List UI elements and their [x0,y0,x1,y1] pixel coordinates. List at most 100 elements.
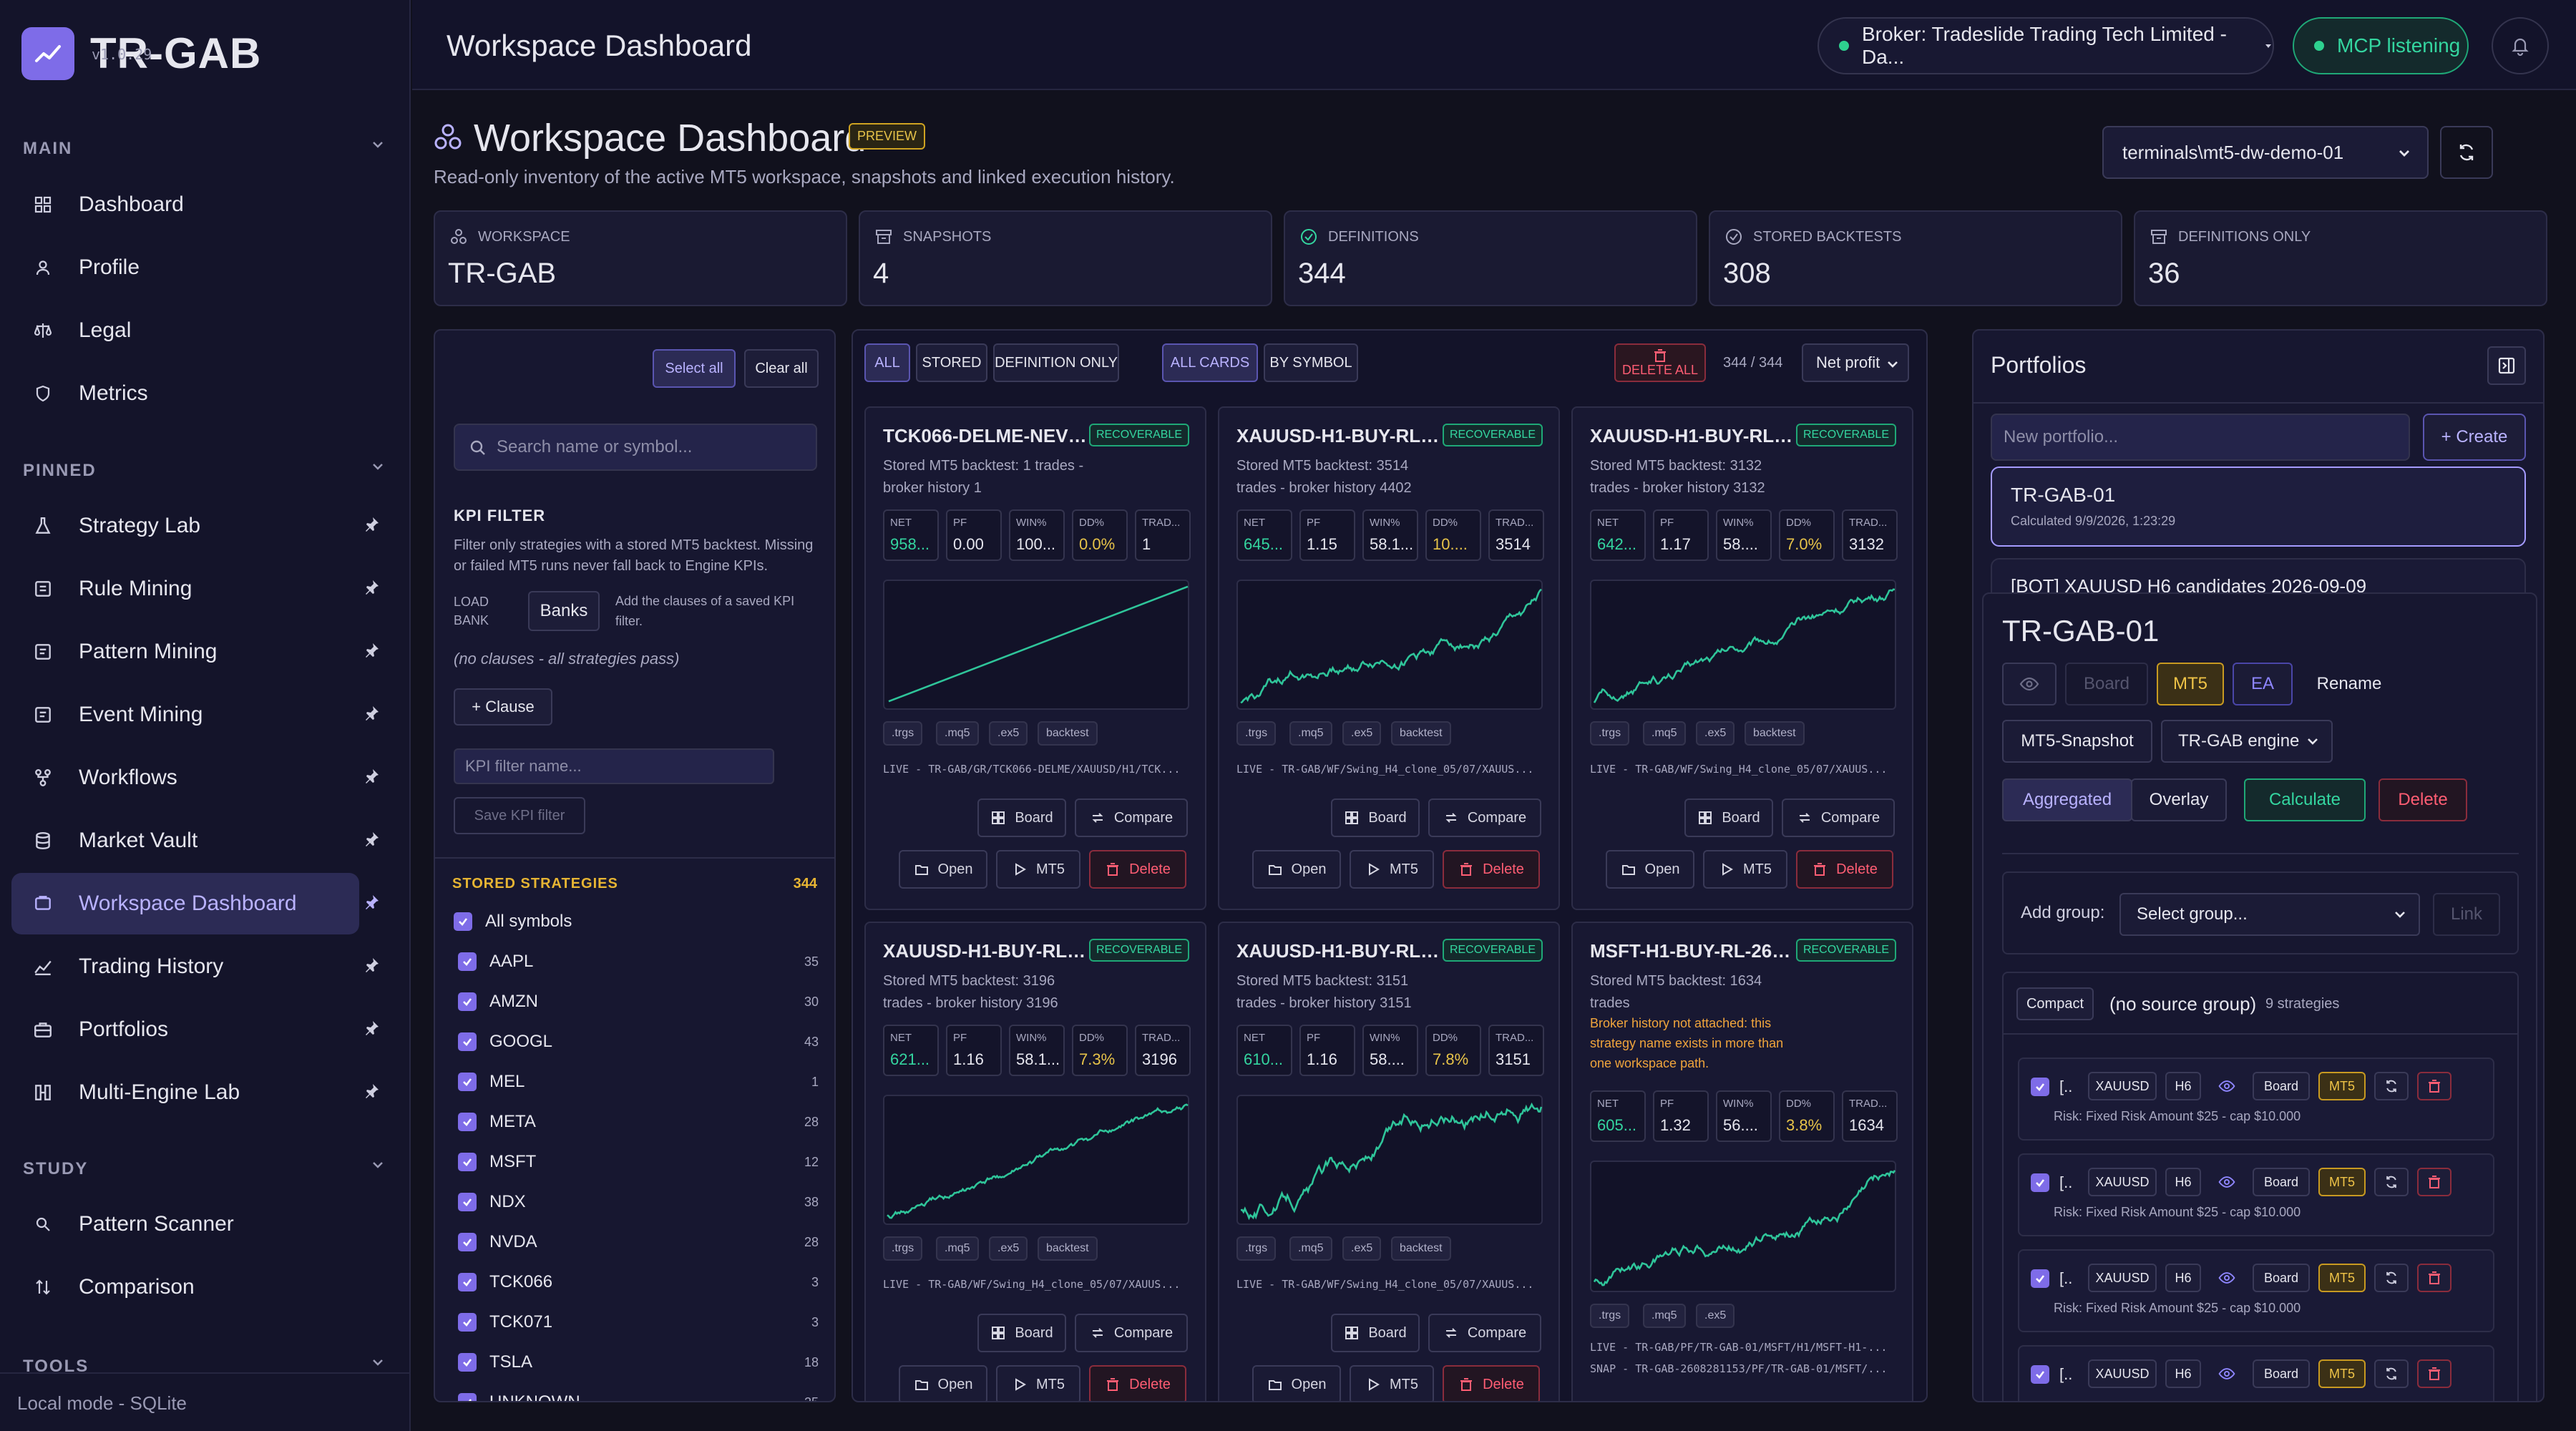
all-symbols-checkbox[interactable]: All symbols [454,907,821,936]
eye-icon[interactable] [2210,1359,2244,1388]
save-kpi-filter-button[interactable]: Save KPI filter [454,797,585,834]
board-button[interactable]: Board [2253,1359,2310,1388]
select-all-button[interactable]: Select all [653,349,736,388]
refresh-icon[interactable] [2374,1168,2409,1196]
compare-button[interactable]: Compare [1428,1314,1541,1352]
trash-icon[interactable] [2417,1359,2451,1388]
nav-item-profile[interactable]: Profile [11,237,359,298]
board-button[interactable]: Board [1684,798,1773,837]
pin-icon[interactable] [362,578,381,597]
board-button[interactable]: Board [1331,1314,1420,1352]
board-button[interactable]: Board [2065,663,2148,705]
open-button[interactable]: Open [899,1365,987,1401]
trash-icon[interactable] [2417,1264,2451,1292]
checkbox-checked-icon[interactable] [2031,1269,2049,1288]
collapse-panel-button[interactable] [2487,346,2526,385]
ea-button[interactable]: EA [2233,663,2293,705]
refresh-button[interactable] [2440,126,2493,179]
mt5-run-button[interactable]: MT5 [996,1365,1080,1401]
board-button[interactable]: Board [2253,1168,2310,1196]
nav-item-portfolios[interactable]: Portfolios [11,999,379,1060]
strategy-card[interactable]: XAUUSD-H1-BUY-RL-2... RECOVERABLE Stored M… [1571,406,1913,910]
delete-strategy-button[interactable]: Delete [1089,850,1186,889]
symbol-checkbox-tck071[interactable]: TCK071 3 [458,1308,819,1337]
delete-strategy-button[interactable]: Delete [1443,850,1540,889]
nav-item-market-vault[interactable]: Market Vault [11,810,379,871]
nav-item-workspace-dashboard[interactable]: Workspace Dashboard [11,873,379,934]
board-button[interactable]: Board [977,1314,1066,1352]
eye-icon[interactable] [2210,1168,2244,1196]
nav-item-multi-engine-lab[interactable]: Multi-Engine Lab [11,1062,379,1123]
mt5-button[interactable]: MT5 [2318,1168,2366,1196]
refresh-icon[interactable] [2374,1072,2409,1100]
pin-icon[interactable] [362,1019,381,1037]
portfolio-strategy-row[interactable]: [.. XAUUSD H6 Board MT5 Risk: Fixed Risk Amou… [2018,1058,2494,1141]
pin-icon[interactable] [362,515,381,534]
filter-all-button[interactable]: ALL [864,343,910,382]
mt5-button[interactable]: MT5 [2318,1359,2366,1388]
strategy-card[interactable]: MSFT-H1-BUY-RL-260... RECOVERABLE Stored M… [1571,922,1913,1401]
board-button[interactable]: Board [2253,1264,2310,1292]
filter-stored-button[interactable]: STORED [916,343,987,382]
kpi-filter-name-input[interactable]: KPI filter name... [454,748,774,784]
banks-select[interactable]: Banks [528,591,600,631]
checkbox-checked-icon[interactable] [2031,1078,2049,1096]
pin-icon[interactable] [362,767,381,786]
pin-icon[interactable] [362,641,381,660]
create-portfolio-button[interactable]: + Create [2423,414,2526,461]
symbol-checkbox-tck066[interactable]: TCK066 3 [458,1268,819,1296]
mt5-run-button[interactable]: MT5 [1350,1365,1434,1401]
strategy-card[interactable]: XAUUSD-H1-BUY-RL-2... RECOVERABLE Stored M… [1218,406,1560,910]
symbol-checkbox-amzn[interactable]: AMZN 30 [458,987,819,1016]
pin-icon[interactable] [362,956,381,975]
symbol-checkbox-ndx[interactable]: NDX 38 [458,1188,819,1216]
add-clause-button[interactable]: + Clause [454,688,552,726]
compare-button[interactable]: Compare [1428,798,1541,837]
nav-section-study[interactable]: STUDY [23,1159,388,1179]
sort-select[interactable]: Net profit [1802,343,1909,382]
nav-item-rule-mining[interactable]: Rule Mining [11,558,379,620]
symbol-checkbox-meta[interactable]: META 28 [458,1108,819,1136]
mt5-button[interactable]: MT5 [2318,1072,2366,1100]
portfolio-item-selected[interactable]: TR-GAB-01 Calculated 9/9/2026, 1:23:29 [1991,467,2526,547]
trash-icon[interactable] [2417,1072,2451,1100]
nav-item-legal[interactable]: Legal [11,300,359,361]
all-cards-button[interactable]: ALL CARDS [1162,343,1258,382]
overlay-tab[interactable]: Overlay [2131,778,2227,821]
compare-button[interactable]: Compare [1782,798,1895,837]
delete-all-button[interactable]: DELETE ALL [1614,343,1706,382]
pin-icon[interactable] [362,893,381,912]
portfolio-strategy-row[interactable]: [.. XAUUSD H6 Board MT5 [2018,1345,2494,1401]
open-button[interactable]: Open [899,850,987,889]
refresh-icon[interactable] [2374,1359,2409,1388]
checkbox-checked-icon[interactable] [2031,1173,2049,1192]
by-symbol-button[interactable]: BY SYMBOL [1264,343,1358,382]
symbol-checkbox-aapl[interactable]: AAPL 35 [458,947,819,976]
mt5-run-button[interactable]: MT5 [996,850,1080,889]
mt5-snapshot-button[interactable]: MT5-Snapshot [2002,720,2152,763]
portfolio-strategy-row[interactable]: [.. XAUUSD H6 Board MT5 Risk: Fixed Risk Amou… [2018,1249,2494,1332]
open-button[interactable]: Open [1252,1365,1341,1401]
open-button[interactable]: Open [1606,850,1694,889]
nav-item-pattern-mining[interactable]: Pattern Mining [11,621,379,683]
calculate-button[interactable]: Calculate [2244,778,2366,821]
nav-item-comparison[interactable]: Comparison [11,1256,359,1318]
symbol-checkbox-tsla[interactable]: TSLA 18 [458,1348,819,1377]
mt5-button[interactable]: MT5 [2157,663,2224,705]
board-button[interactable]: Board [1331,798,1420,837]
open-button[interactable]: Open [1252,850,1341,889]
aggregated-tab[interactable]: Aggregated [2002,778,2132,821]
new-portfolio-input[interactable]: New portfolio... [1991,414,2410,461]
pin-icon[interactable] [362,830,381,849]
board-button[interactable]: Board [2253,1072,2310,1100]
rename-button[interactable]: Rename [2316,674,2382,693]
app-logo[interactable]: TR-GAB [21,27,261,80]
bell-icon[interactable] [2492,17,2549,74]
nav-item-pattern-scanner[interactable]: Pattern Scanner [11,1193,359,1255]
terminal-select[interactable]: terminals\mt5-dw-demo-01 [2102,126,2429,179]
symbol-checkbox-googl[interactable]: GOOGL 43 [458,1027,819,1056]
delete-portfolio-button[interactable]: Delete [2379,778,2467,821]
clear-all-button[interactable]: Clear all [744,349,819,388]
board-button[interactable]: Board [977,798,1066,837]
checkbox-checked-icon[interactable] [2031,1365,2049,1384]
